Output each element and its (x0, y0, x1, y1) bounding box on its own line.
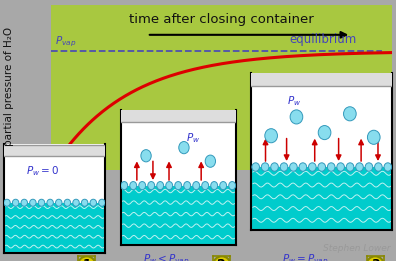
Text: $P_{vap}$: $P_{vap}$ (55, 34, 76, 49)
Circle shape (365, 163, 373, 171)
Circle shape (344, 107, 356, 121)
Text: 2: 2 (217, 258, 226, 261)
Bar (0, 145, 111, 156)
Circle shape (271, 163, 278, 171)
Circle shape (205, 155, 215, 167)
Circle shape (139, 182, 146, 190)
Circle shape (157, 182, 164, 190)
Circle shape (367, 256, 384, 261)
Bar (251, 167, 392, 230)
Circle shape (346, 163, 354, 171)
Circle shape (375, 163, 382, 171)
Circle shape (179, 141, 189, 154)
Circle shape (299, 163, 307, 171)
Circle shape (265, 129, 278, 143)
Circle shape (327, 163, 335, 171)
Text: time after closing container: time after closing container (129, 14, 314, 26)
Circle shape (4, 199, 10, 206)
Circle shape (166, 182, 173, 190)
Text: $P_w = P_{vap}$: $P_w = P_{vap}$ (282, 252, 328, 261)
Circle shape (47, 199, 53, 206)
Circle shape (337, 163, 345, 171)
Circle shape (229, 182, 236, 190)
Circle shape (121, 182, 128, 190)
Circle shape (64, 199, 70, 206)
Circle shape (289, 163, 297, 171)
Bar (114, 108, 242, 122)
Circle shape (21, 199, 27, 206)
Circle shape (211, 182, 218, 190)
Circle shape (318, 163, 326, 171)
Circle shape (308, 163, 316, 171)
Text: partial pressure of H₂O: partial pressure of H₂O (4, 27, 14, 146)
Circle shape (280, 163, 288, 171)
Text: $P_w$: $P_w$ (186, 131, 200, 145)
Circle shape (318, 126, 331, 140)
Circle shape (356, 163, 363, 171)
Bar (4, 203, 105, 253)
Circle shape (38, 199, 45, 206)
Circle shape (184, 182, 190, 190)
Circle shape (148, 182, 155, 190)
Circle shape (367, 130, 380, 144)
Text: equilibrium: equilibrium (290, 33, 357, 46)
Circle shape (141, 150, 151, 162)
Text: $P_w = 0$: $P_w = 0$ (26, 164, 59, 178)
Circle shape (73, 199, 79, 206)
Circle shape (12, 199, 19, 206)
Circle shape (220, 182, 227, 190)
Bar (121, 186, 236, 245)
Circle shape (261, 163, 269, 171)
Text: 3: 3 (371, 258, 379, 261)
Circle shape (213, 256, 230, 261)
Circle shape (78, 256, 95, 261)
Text: 1: 1 (82, 258, 91, 261)
Circle shape (202, 182, 209, 190)
Circle shape (55, 199, 62, 206)
Text: $P_w < P_{vap}$: $P_w < P_{vap}$ (143, 252, 190, 261)
Circle shape (82, 199, 88, 206)
Circle shape (130, 182, 137, 190)
Circle shape (252, 163, 259, 171)
Circle shape (30, 199, 36, 206)
Circle shape (384, 163, 392, 171)
Circle shape (175, 182, 182, 190)
Circle shape (90, 199, 97, 206)
Circle shape (290, 110, 303, 124)
Text: $P_w$: $P_w$ (287, 94, 301, 108)
Bar (243, 70, 396, 86)
Text: Stephen Lower: Stephen Lower (323, 244, 390, 253)
Circle shape (99, 199, 105, 206)
Circle shape (193, 182, 200, 190)
